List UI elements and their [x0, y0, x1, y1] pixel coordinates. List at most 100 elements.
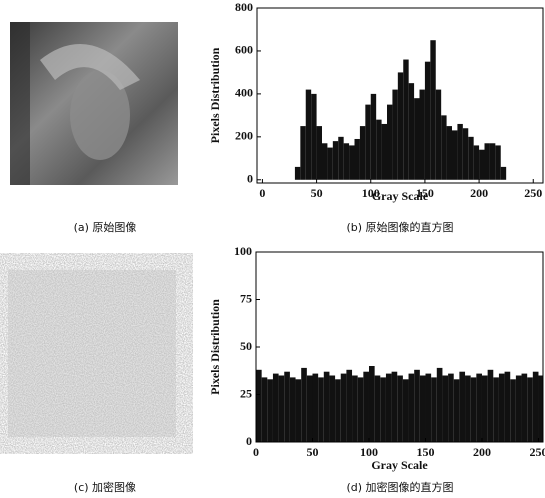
bar	[430, 40, 436, 180]
bar	[329, 375, 336, 442]
bar	[424, 61, 431, 180]
y-tick-label: 25	[240, 386, 252, 400]
bar	[504, 371, 511, 442]
bar	[368, 366, 375, 442]
y-tick-label: 0	[247, 172, 253, 186]
bar	[484, 143, 490, 180]
x-tick-label: 150	[416, 445, 434, 459]
bar	[387, 104, 393, 180]
bar	[476, 373, 482, 442]
bar	[322, 143, 328, 180]
frame	[256, 7, 544, 184]
bar	[462, 128, 469, 180]
bar	[374, 375, 381, 442]
y-tick-label: 50	[240, 339, 252, 353]
bar	[278, 375, 285, 442]
bar	[414, 369, 420, 442]
x-axis-label: Gray Scale	[372, 189, 429, 203]
bar	[261, 377, 268, 442]
y-tick-label: 0	[246, 434, 252, 448]
bar	[457, 123, 463, 180]
bar	[352, 375, 358, 442]
bar	[306, 375, 313, 442]
bar	[359, 126, 366, 180]
bar	[448, 373, 454, 442]
caption: (d) 加密图像的直方图	[346, 480, 453, 494]
x-tick-label: 100	[360, 445, 378, 459]
bar	[500, 166, 507, 180]
bar	[335, 379, 341, 442]
bar	[318, 377, 324, 442]
bar	[435, 89, 442, 180]
bar	[311, 93, 317, 180]
x-tick-label: 200	[470, 186, 488, 200]
bar	[338, 136, 344, 180]
bar	[473, 145, 480, 180]
bar	[403, 59, 409, 180]
bar	[295, 379, 302, 442]
y-tick-label: 800	[235, 0, 253, 14]
bar	[323, 371, 330, 442]
bar	[408, 83, 415, 180]
bar	[397, 375, 403, 442]
bar	[515, 375, 522, 442]
bar	[327, 147, 333, 180]
bar	[487, 369, 494, 442]
bar	[453, 379, 460, 442]
bar	[256, 369, 262, 442]
original-image	[10, 22, 178, 185]
bar	[470, 377, 477, 442]
bar	[408, 373, 415, 442]
bar	[489, 143, 496, 180]
bar	[481, 375, 488, 442]
y-tick-label: 400	[235, 86, 253, 100]
bar	[468, 136, 474, 180]
bar	[370, 93, 377, 180]
x-tick-label: 100	[362, 186, 380, 200]
bar	[301, 367, 307, 442]
bar	[376, 119, 382, 180]
bar	[340, 373, 347, 442]
x-tick-label: 50	[306, 445, 318, 459]
bar	[284, 371, 290, 442]
bar	[346, 369, 353, 442]
bar	[452, 130, 458, 180]
caption: (b) 原始图像的直方图	[346, 220, 453, 234]
bar	[305, 89, 312, 180]
bar	[397, 72, 404, 180]
bar	[441, 115, 447, 180]
encrypted-image	[8, 270, 176, 437]
bar	[510, 379, 516, 442]
y-tick-label: 100	[234, 244, 252, 258]
caption: (a) 原始图像	[74, 220, 137, 234]
x-tick-label: 250	[529, 445, 545, 459]
bar	[527, 377, 533, 442]
bar	[357, 377, 364, 442]
y-axis-label: Pixels Distribution	[208, 47, 222, 143]
bar	[402, 379, 409, 442]
y-tick-label: 75	[240, 291, 252, 305]
bar	[521, 373, 528, 442]
bar	[425, 373, 432, 442]
x-tick-label: 0	[259, 186, 265, 200]
bar	[495, 145, 501, 180]
bar	[332, 141, 339, 180]
bar	[272, 373, 279, 442]
bar	[349, 145, 355, 180]
bar	[363, 371, 369, 442]
y-tick-label: 200	[235, 129, 253, 143]
bar	[446, 126, 452, 180]
bar	[538, 375, 543, 442]
caption: (c) 加密图像	[74, 480, 136, 494]
bar	[532, 371, 539, 442]
bar	[493, 377, 499, 442]
bar	[294, 166, 301, 180]
bar	[380, 377, 386, 442]
bar	[385, 373, 392, 442]
bar	[289, 377, 296, 442]
bar	[498, 373, 505, 442]
x-tick-label: 50	[311, 186, 323, 200]
bar	[381, 123, 387, 180]
plot-area	[256, 366, 543, 442]
y-axis-label: Pixels Distribution	[208, 299, 222, 395]
